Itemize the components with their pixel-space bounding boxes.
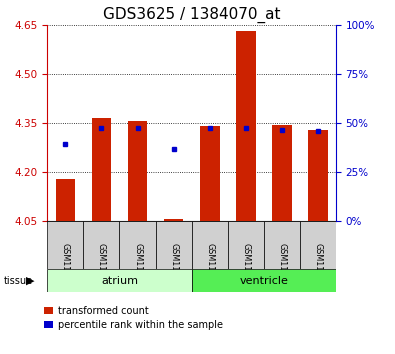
Bar <box>200 126 220 221</box>
Text: GSM119422: GSM119422 <box>61 243 70 291</box>
Title: GDS3625 / 1384070_at: GDS3625 / 1384070_at <box>103 7 280 23</box>
Text: ventricle: ventricle <box>239 275 288 286</box>
Bar <box>236 32 256 221</box>
Bar <box>192 269 336 292</box>
Text: GSM119424: GSM119424 <box>133 243 142 291</box>
Bar <box>128 121 147 221</box>
Bar <box>272 125 292 221</box>
Bar <box>83 221 119 269</box>
Text: GSM119427: GSM119427 <box>241 243 250 291</box>
Bar <box>264 221 300 269</box>
Bar <box>120 221 156 269</box>
Bar <box>308 130 327 221</box>
Bar <box>56 179 75 221</box>
Text: GSM119425: GSM119425 <box>169 243 178 291</box>
Text: atrium: atrium <box>101 275 138 286</box>
Text: ▶: ▶ <box>26 276 34 286</box>
Bar <box>228 221 264 269</box>
Bar <box>156 221 192 269</box>
Text: GSM119423: GSM119423 <box>97 243 106 291</box>
Bar <box>92 118 111 221</box>
Bar <box>192 221 228 269</box>
Bar <box>300 221 336 269</box>
Text: GSM119426: GSM119426 <box>205 243 214 291</box>
Text: tissue: tissue <box>4 276 33 286</box>
Legend: transformed count, percentile rank within the sample: transformed count, percentile rank withi… <box>44 306 223 330</box>
Bar <box>47 221 83 269</box>
Bar <box>47 269 192 292</box>
Bar <box>164 219 183 221</box>
Text: GSM119428: GSM119428 <box>277 243 286 291</box>
Text: GSM119429: GSM119429 <box>313 243 322 291</box>
